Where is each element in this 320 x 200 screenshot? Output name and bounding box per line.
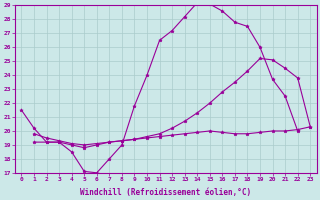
X-axis label: Windchill (Refroidissement éolien,°C): Windchill (Refroidissement éolien,°C) bbox=[80, 188, 252, 197]
